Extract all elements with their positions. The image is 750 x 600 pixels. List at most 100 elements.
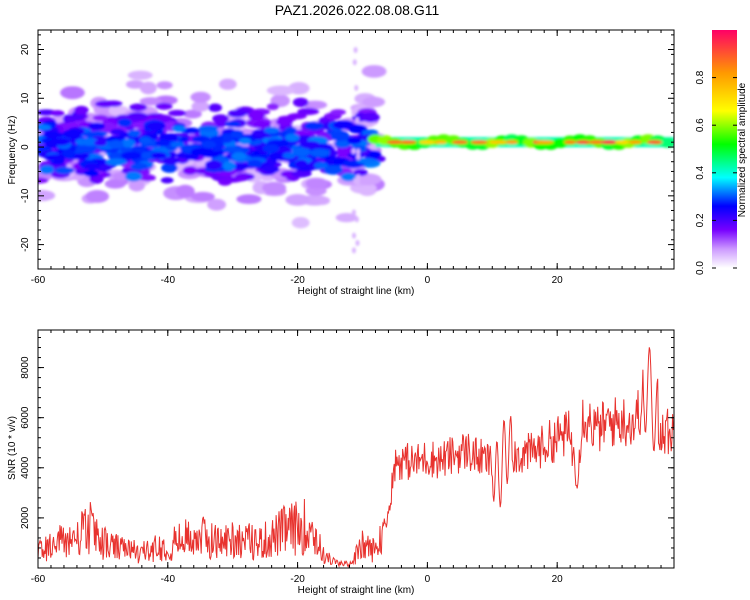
colorbar-tick-label: 0.0 — [695, 261, 706, 275]
heatmap-cell — [162, 156, 180, 165]
spectrogram-x-tick-label: 0 — [425, 275, 431, 286]
heatmap-cell — [295, 159, 308, 169]
heatmap-cell — [168, 109, 187, 117]
heatmap-cell — [292, 97, 309, 108]
heatmap-cell — [124, 171, 143, 182]
heatmap-cell — [70, 153, 90, 160]
heatmap-cell — [285, 193, 310, 206]
heatmap-cell — [127, 70, 153, 80]
heatmap-cell — [347, 152, 365, 159]
heatmap-cell — [268, 151, 282, 161]
heatmap-cell — [130, 162, 148, 171]
heatmap-peak — [599, 140, 619, 145]
spectrogram-x-ticks: -60 -40 -20 0 20 — [31, 30, 675, 286]
heatmap-cell — [351, 209, 356, 216]
heatmap-cell — [227, 109, 247, 118]
heatmap-cell — [313, 196, 331, 206]
heatmap-cell — [231, 162, 250, 171]
heatmap-cell — [131, 145, 147, 154]
heatmap-cell — [126, 80, 145, 89]
heatmap-peak — [646, 140, 663, 145]
colorbar-ticks: 0.0 0.2 0.4 0.6 0.8 — [695, 70, 737, 275]
heatmap-cell — [659, 137, 674, 148]
heatmap-cell — [354, 216, 359, 223]
heatmap-cell — [347, 137, 362, 145]
spectrogram-blobs — [38, 47, 674, 254]
heatmap-cell — [351, 110, 356, 117]
heatmap-cell — [50, 138, 70, 146]
heatmap-cell — [282, 152, 296, 159]
heatmap-peak — [564, 140, 577, 145]
heatmap-peak — [399, 140, 417, 145]
snr-x-label: Height of straight line (km) — [298, 585, 415, 596]
colorbar: 0.0 0.2 0.4 0.6 0.8 Normalized spectral ampl… — [695, 30, 748, 275]
heatmap-cell — [204, 159, 222, 170]
heatmap-cell — [119, 146, 133, 154]
heatmap-cell — [190, 147, 213, 156]
spectrogram-x-tick-label: 20 — [552, 275, 564, 286]
heatmap-cell — [155, 139, 170, 147]
heatmap-peak — [614, 140, 630, 145]
heatmap-cell — [212, 114, 229, 124]
heatmap-peak — [628, 140, 642, 145]
heatmap-cell — [151, 152, 167, 159]
heatmap-cell — [128, 179, 145, 192]
snr-x-tick-label: -60 — [31, 574, 46, 585]
heatmap-cell — [354, 84, 359, 91]
spectrogram-heatmap — [38, 47, 674, 254]
heatmap-cell — [291, 217, 310, 229]
heatmap-cell — [155, 102, 173, 110]
heatmap-cell — [362, 96, 386, 108]
heatmap-cell — [171, 125, 187, 132]
heatmap-cell — [190, 91, 211, 103]
snr-y-tick-label: 6000 — [20, 406, 31, 429]
spectrogram-x-tick-label: -20 — [290, 275, 305, 286]
spectrogram-x-tick-label: -40 — [161, 275, 176, 286]
heatmap-cell — [340, 172, 357, 182]
heatmap-cell — [54, 166, 75, 175]
heatmap-cell — [75, 146, 97, 154]
heatmap-peak — [488, 140, 509, 145]
heatmap-cell — [356, 148, 361, 155]
heatmap-cell — [183, 109, 202, 119]
heatmap-cell — [139, 174, 156, 182]
heatmap-cell — [198, 125, 219, 132]
colorbar-tick-label: 0.8 — [695, 70, 706, 84]
spectrogram-y-tick-label: 20 — [20, 44, 31, 56]
heatmap-cell — [334, 138, 351, 149]
heatmap-cell — [332, 120, 353, 130]
heatmap-cell — [253, 121, 272, 129]
snr-y-tick-label: 8000 — [20, 356, 31, 379]
snr-y-ticks: 2000 4000 6000 8000 — [20, 337, 674, 569]
heatmap-cell — [231, 152, 247, 161]
heatmap-cell — [117, 118, 132, 127]
heatmap-cell — [247, 111, 265, 121]
spectrogram-y-tick-label: -10 — [20, 188, 31, 203]
snr-frame — [37, 329, 675, 569]
heatmap-cell — [314, 162, 329, 169]
heatmap-cell — [354, 173, 382, 186]
heatmap-cell — [62, 129, 83, 139]
heatmap-cell — [84, 163, 101, 171]
heatmap-cell — [60, 86, 85, 100]
heatmap-cell — [94, 139, 107, 147]
heatmap-cell — [160, 177, 174, 184]
heatmap-cell — [224, 120, 241, 128]
heatmap-peak — [588, 140, 604, 145]
heatmap-cell — [284, 126, 297, 134]
heatmap-cell — [361, 112, 380, 123]
spectrogram-y-tick-label: 0 — [20, 144, 31, 150]
heatmap-cell — [247, 159, 262, 168]
spectrogram-y-tick-label: 10 — [20, 92, 31, 104]
heatmap-cell — [88, 122, 106, 131]
heatmap-cell — [262, 181, 287, 194]
heatmap-cell — [335, 213, 358, 223]
heatmap-cell — [262, 165, 280, 174]
heatmap-cell — [323, 165, 344, 175]
heatmap-peak — [505, 140, 518, 145]
heatmap-cell — [305, 177, 328, 190]
heatmap-peak — [575, 140, 591, 145]
heatmap-cell — [238, 137, 252, 145]
heatmap-cell — [221, 176, 243, 183]
snr-y-label: SNR (10 * v/v) — [7, 416, 18, 480]
